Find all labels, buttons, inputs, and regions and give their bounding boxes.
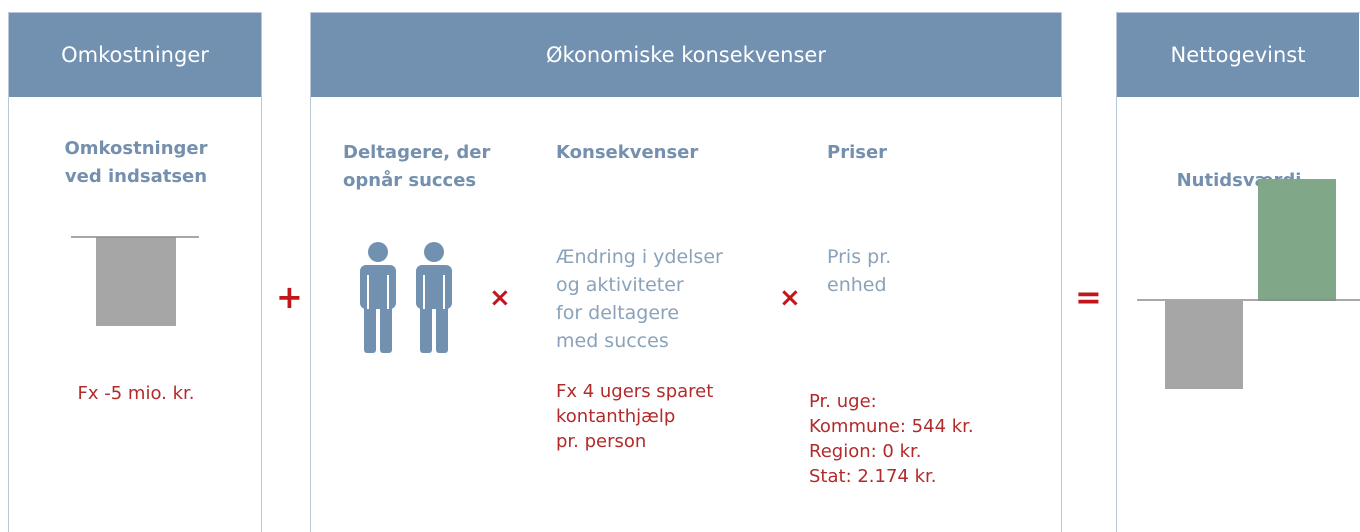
- times: ×: [489, 283, 511, 313]
- line: Fx -5 mio. kr.: [77, 383, 195, 404]
- line: Deltagere, der: [343, 142, 491, 163]
- example: Fx -5 mio. kr.: [9, 381, 263, 406]
- line: Pr. uge:: [809, 391, 877, 412]
- line: ved indsatsen: [64, 166, 208, 187]
- line: enhed: [827, 274, 887, 296]
- description: Ændring i ydelser og aktiviteter for del…: [556, 243, 723, 355]
- people-icon: [360, 242, 452, 353]
- header: Nettogevinst: [1117, 13, 1359, 97]
- line: Pris pr.: [827, 246, 892, 268]
- header: Omkostninger: [9, 13, 261, 97]
- line: pr. person: [556, 431, 647, 452]
- line: Region: 0 kr.: [809, 441, 922, 462]
- cost-bar: [71, 236, 199, 326]
- subheading: Omkostninger ved indsatsen: [9, 135, 263, 191]
- description: Pris pr. enhed: [827, 243, 891, 299]
- subheading: Konsekvenser: [556, 139, 698, 167]
- line: Ændring i ydelser: [556, 246, 723, 268]
- line: Stat: 2.174 kr.: [809, 466, 937, 487]
- line: med succes: [556, 330, 669, 352]
- line: for deltagere: [556, 302, 680, 324]
- line: og aktiviteter: [556, 274, 684, 296]
- line: Kommune: 544 kr.: [809, 416, 974, 437]
- plus: +: [276, 278, 303, 316]
- times: ×: [779, 283, 801, 313]
- line: kontanthjælp: [556, 406, 676, 427]
- line: Fx 4 ugers sparet: [556, 381, 714, 402]
- example: Fx 4 ugers sparet kontanthjælp pr. perso…: [556, 379, 713, 454]
- example: Pr. uge: Kommune: 544 kr. Region: 0 kr. …: [809, 389, 974, 489]
- consequences-panel: Økonomiske konsekvenser Deltagere, der o…: [310, 12, 1062, 532]
- line: Priser: [827, 142, 888, 163]
- line: Omkostninger: [64, 138, 208, 159]
- subheading: Priser: [827, 139, 887, 167]
- line: opnår succes: [343, 170, 477, 191]
- subheading: Deltagere, der opnår succes: [343, 139, 490, 195]
- net-bars: [1137, 179, 1360, 389]
- net-panel: Nettogevinst Nutidsværdi: [1116, 12, 1360, 532]
- costs-panel: Omkostninger Omkostninger ved indsatsen …: [8, 12, 262, 532]
- equals: =: [1075, 278, 1102, 316]
- header: Økonomiske konsekvenser: [311, 13, 1061, 97]
- line: Konsekvenser: [556, 142, 699, 163]
